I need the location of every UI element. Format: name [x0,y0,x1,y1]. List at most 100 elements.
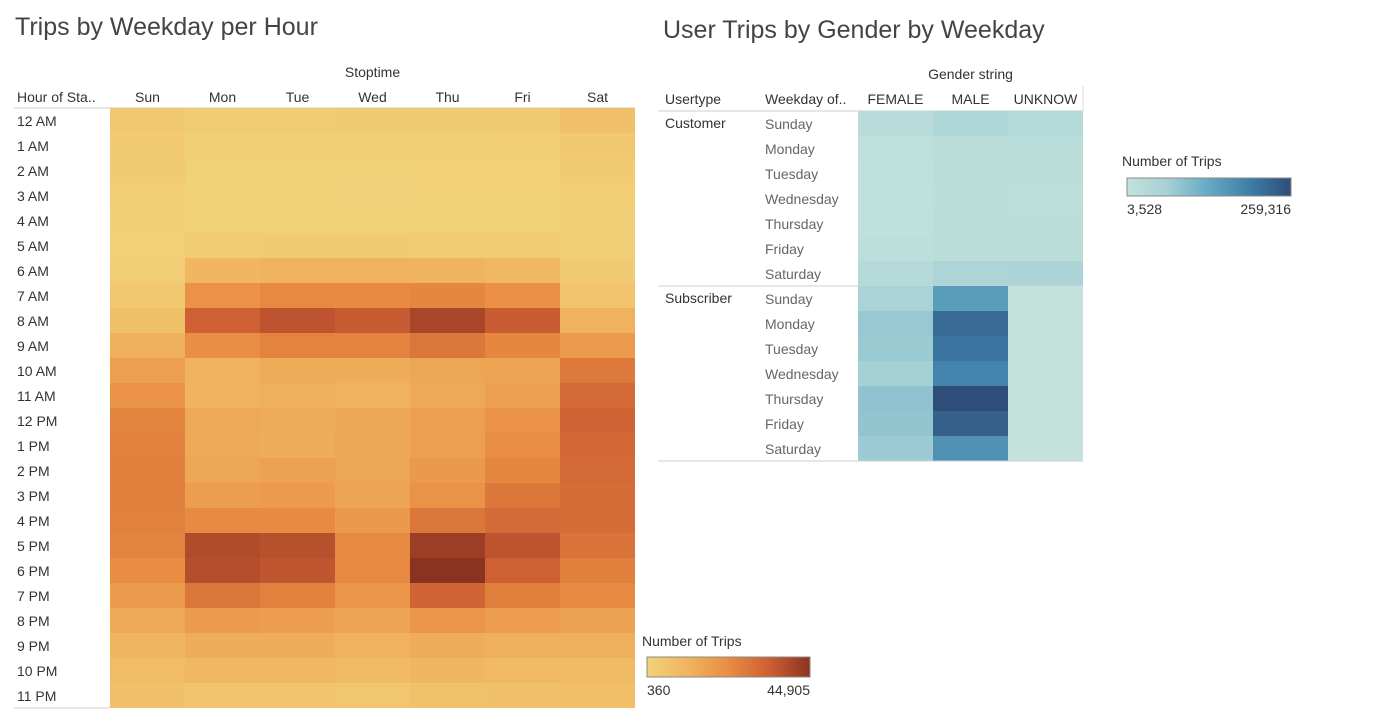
stoptime-group-label: Stoptime [345,64,400,80]
heatmap-cell [185,133,260,158]
hour-label: 11 AM [17,388,56,404]
hourly-chart-title: Trips by Weekday per Hour [15,13,318,41]
heatmap-cell [485,358,560,383]
heatmap-cell [560,508,635,533]
heatmap-cell [335,533,410,558]
heatmap-cell [560,358,635,383]
heatmap-cell [185,383,260,408]
heatmap-cell [110,233,185,258]
heatmap-cell [110,208,185,233]
weekday-label: Monday [765,141,815,157]
weekday-label: Sunday [765,116,812,132]
heatmap-cell [260,108,335,133]
heatmap-cell [110,483,185,508]
heatmap-cell [858,336,933,361]
heatmap-cell [335,308,410,333]
heatmap-cell [560,283,635,308]
heatmap-cell [110,508,185,533]
heatmap-cell [335,258,410,283]
hour-label: 10 AM [17,363,57,379]
heatmap-cell [335,158,410,183]
column-header-thu: Thu [435,89,459,105]
heatmap-cell [260,308,335,333]
heatmap-cell [560,458,635,483]
heatmap-cell [185,408,260,433]
heatmap-cell [933,436,1008,461]
heatmap-cell [560,208,635,233]
heatmap-cell [560,683,635,708]
weekday-label: Sunday [765,291,812,307]
heatmap-cell [410,258,485,283]
heatmap-cell [335,408,410,433]
heatmap-cell [560,483,635,508]
heatmap-cell [410,308,485,333]
heatmap-cell [1008,186,1083,211]
hour-label: 8 AM [17,313,49,329]
heatmap-cell [485,608,560,633]
heatmap-cell [260,133,335,158]
weekday-label: Saturday [765,266,821,282]
heatmap-cell [858,386,933,411]
heatmap-cell [410,383,485,408]
heatmap-cell [260,633,335,658]
heatmap-cell [485,208,560,233]
heatmap-cell [260,608,335,633]
heatmap-cell [410,483,485,508]
heatmap-cell [560,258,635,283]
heatmap-cell [560,608,635,633]
heatmap-cell [485,233,560,258]
heatmap-cell [110,133,185,158]
hourly-legend-title: Number of Trips [642,633,742,649]
heatmap-cell [560,108,635,133]
hourly-legend-min: 360 [647,682,671,698]
heatmap-cell [1008,161,1083,186]
heatmap-cell [185,283,260,308]
heatmap-cell [335,583,410,608]
heatmap-cell [858,261,933,286]
heatmap-cell [410,208,485,233]
hour-label: 1 AM [17,138,49,154]
heatmap-cell [560,383,635,408]
heatmap-cell [1008,311,1083,336]
heatmap-cell [110,308,185,333]
column-header-female: FEMALE [867,91,923,107]
heatmap-cell [560,308,635,333]
heatmap-cell [1008,111,1083,136]
heatmap-cell [260,483,335,508]
weekday-label: Tuesday [765,341,818,357]
heatmap-cell [933,311,1008,336]
heatmap-cell [410,283,485,308]
hour-label: 8 PM [17,613,50,629]
heatmap-cell [858,186,933,211]
heatmap-cell [485,458,560,483]
heatmap-cell [410,583,485,608]
heatmap-cell [110,383,185,408]
heatmap-cell [335,133,410,158]
heatmap-cell [110,633,185,658]
heatmap-cell [485,658,560,683]
heatmap-cell [185,508,260,533]
heatmap-cell [858,361,933,386]
heatmap-cell [560,583,635,608]
heatmap-cell [110,658,185,683]
heatmap-cell [260,433,335,458]
heatmap-cell [410,458,485,483]
hour-label: 9 PM [17,638,50,654]
heatmap-cell [485,408,560,433]
heatmap-cell [335,558,410,583]
heatmap-cell [335,458,410,483]
heatmap-cell [485,683,560,708]
heatmap-cell [560,158,635,183]
heatmap-cell [185,108,260,133]
heatmap-cell [260,533,335,558]
heatmap-cell [410,633,485,658]
weekday-label: Monday [765,316,815,332]
hour-label: 12 PM [17,413,57,429]
heatmap-cell [260,558,335,583]
heatmap-cell [410,358,485,383]
heatmap-cell [110,108,185,133]
heatmap-cell [185,608,260,633]
heatmap-cell [1008,286,1083,311]
heatmap-cell [335,208,410,233]
heatmap-cell [933,186,1008,211]
